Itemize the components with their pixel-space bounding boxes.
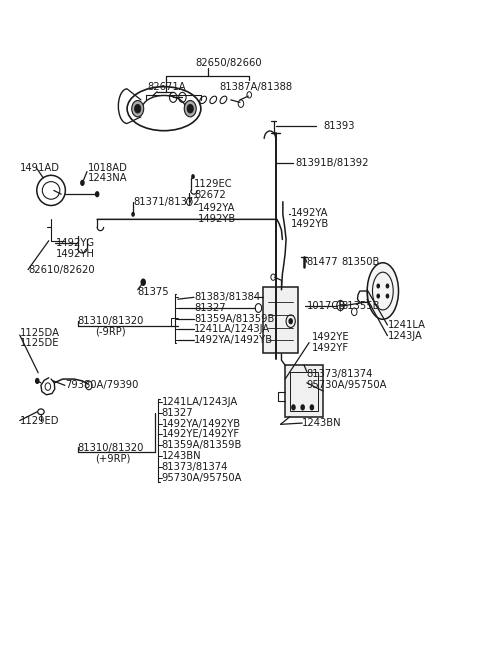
- Text: 1129ED: 1129ED: [20, 415, 59, 426]
- Text: 81373/81374: 81373/81374: [307, 369, 373, 379]
- Text: 81387A/81388: 81387A/81388: [219, 83, 292, 92]
- Text: 1492YF: 1492YF: [312, 343, 348, 352]
- Text: 1243BN: 1243BN: [302, 418, 342, 428]
- Text: 1492YA/1492YB: 1492YA/1492YB: [162, 419, 241, 429]
- Circle shape: [141, 278, 146, 286]
- Text: 82610/82620: 82610/82620: [28, 265, 95, 274]
- Text: 1241LA/1243JA: 1241LA/1243JA: [162, 398, 238, 407]
- Text: 82672: 82672: [194, 191, 226, 200]
- Text: 1492YG: 1492YG: [56, 238, 95, 248]
- Circle shape: [191, 174, 195, 179]
- Text: 81355B: 81355B: [341, 301, 380, 311]
- Circle shape: [95, 191, 99, 197]
- Circle shape: [385, 293, 389, 299]
- Text: 1017CB: 1017CB: [307, 301, 346, 311]
- Text: 82650/82660: 82650/82660: [195, 58, 262, 68]
- Text: 1125DA: 1125DA: [20, 328, 60, 337]
- Text: 1491AD: 1491AD: [20, 163, 60, 173]
- Text: 1129EC: 1129EC: [194, 179, 232, 189]
- Text: 79380A/79390: 79380A/79390: [65, 381, 138, 390]
- Circle shape: [134, 104, 141, 113]
- Circle shape: [288, 318, 293, 324]
- Text: 81371/81372: 81371/81372: [133, 196, 200, 207]
- Text: 81310/81320: 81310/81320: [78, 443, 144, 453]
- Text: 81477: 81477: [307, 257, 338, 267]
- Circle shape: [131, 212, 135, 217]
- Circle shape: [132, 100, 144, 117]
- Text: 81350B: 81350B: [341, 257, 380, 267]
- Text: 1125DE: 1125DE: [20, 338, 59, 348]
- Circle shape: [385, 284, 389, 288]
- Text: 81373/81374: 81373/81374: [162, 462, 228, 472]
- Text: 1243BN: 1243BN: [162, 451, 201, 460]
- Bar: [290, 371, 318, 411]
- Text: 1018AD: 1018AD: [88, 163, 128, 173]
- Text: 81393: 81393: [323, 121, 354, 131]
- Circle shape: [80, 179, 84, 186]
- Text: 1492YA: 1492YA: [291, 208, 328, 218]
- Text: 1492YA: 1492YA: [198, 203, 235, 213]
- Text: (-9RP): (-9RP): [95, 327, 125, 337]
- Ellipse shape: [367, 263, 398, 320]
- Text: 81359A/81359B: 81359A/81359B: [194, 314, 274, 324]
- Text: 1492YH: 1492YH: [56, 249, 95, 259]
- Bar: [285, 365, 323, 417]
- Text: 81359A/81359B: 81359A/81359B: [162, 440, 242, 450]
- Text: 1492YA/1492YB: 1492YA/1492YB: [194, 335, 273, 345]
- Text: 1243NA: 1243NA: [88, 174, 128, 183]
- Circle shape: [35, 378, 39, 384]
- Text: 81383/81384: 81383/81384: [194, 292, 260, 303]
- Text: 1243JA: 1243JA: [387, 331, 422, 341]
- Circle shape: [187, 104, 193, 113]
- Text: 81327: 81327: [194, 303, 226, 313]
- Circle shape: [291, 404, 296, 411]
- Circle shape: [310, 404, 314, 411]
- Text: 81375: 81375: [138, 288, 169, 297]
- Circle shape: [376, 293, 380, 299]
- Circle shape: [300, 404, 305, 411]
- Text: 95730A/95750A: 95730A/95750A: [307, 381, 387, 390]
- Text: 1492YE: 1492YE: [312, 332, 349, 342]
- Text: 82671A: 82671A: [147, 83, 186, 92]
- Text: 1492YE/1492YF: 1492YE/1492YF: [162, 430, 240, 440]
- Circle shape: [184, 100, 196, 117]
- Text: 1492YB: 1492YB: [198, 214, 236, 224]
- Text: 1241LA/1243JA: 1241LA/1243JA: [194, 324, 270, 335]
- Bar: [263, 287, 298, 352]
- Text: 95730A/95750A: 95730A/95750A: [162, 474, 242, 483]
- Text: 1492YB: 1492YB: [291, 219, 329, 229]
- Text: 81310/81320: 81310/81320: [78, 316, 144, 326]
- Text: 81391B/81392: 81391B/81392: [295, 158, 369, 168]
- Text: 1241LA: 1241LA: [387, 320, 425, 330]
- Text: (+9RP): (+9RP): [95, 454, 130, 464]
- Circle shape: [376, 284, 380, 288]
- Text: 81327: 81327: [162, 408, 193, 418]
